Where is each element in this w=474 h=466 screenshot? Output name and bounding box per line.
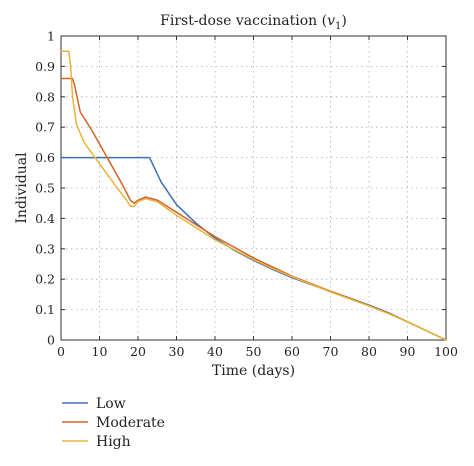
y-tick-label: 0.1 <box>35 302 55 317</box>
y-tick-label: 0.4 <box>35 211 55 226</box>
y-tick-label: 0.7 <box>35 120 55 135</box>
y-tick-label: 0.5 <box>35 181 55 196</box>
legend-label-low: Low <box>96 396 126 412</box>
x-tick-label: 30 <box>169 344 185 359</box>
y-tick-label: 0.8 <box>35 89 55 104</box>
x-tick-label: 100 <box>434 344 458 359</box>
y-tick-label: 0.6 <box>35 150 55 165</box>
y-tick-label: 1 <box>47 29 55 44</box>
series-line-high <box>60 50 447 341</box>
x-tick-label: 50 <box>246 344 262 359</box>
x-tick-label: 80 <box>361 344 377 359</box>
chart-title: First-dose vaccination (v1) <box>160 13 347 32</box>
x-tick-label: 10 <box>92 344 108 359</box>
x-tick-label: 90 <box>400 344 416 359</box>
axis-ticks: 0 10 20 30 40 50 60 70 80 90 100 0 0.1 0.2 0.3 0.4 0.5 0.… <box>35 29 458 360</box>
series-lines <box>60 50 447 341</box>
x-axis-title: Time (days) <box>212 363 295 379</box>
x-tick-label: 60 <box>284 344 300 359</box>
y-tick-label: 0.9 <box>35 59 55 74</box>
x-tick-label: 40 <box>207 344 223 359</box>
y-tick-label: 0.2 <box>35 272 55 287</box>
series-line-moderate <box>60 77 447 341</box>
y-tick-label: 0.3 <box>35 241 55 256</box>
grid-lines <box>61 36 446 340</box>
x-tick-label: 70 <box>323 344 339 359</box>
y-axis-title: Individual <box>14 152 30 224</box>
y-tick-label: 0 <box>47 333 55 348</box>
x-tick-label: 20 <box>130 344 146 359</box>
legend: Low Moderate High <box>62 396 165 450</box>
x-tick-label: 0 <box>57 344 65 359</box>
legend-label-high: High <box>96 434 131 450</box>
legend-label-moderate: Moderate <box>96 415 165 431</box>
